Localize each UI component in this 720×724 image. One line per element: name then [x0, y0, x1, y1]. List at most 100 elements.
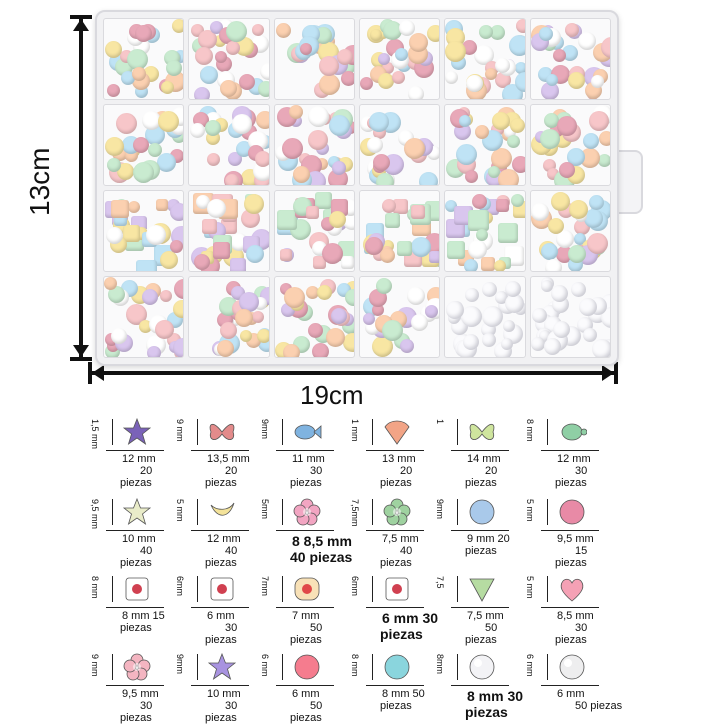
- bead-compartment: [529, 18, 611, 100]
- width-arrow: [191, 685, 249, 686]
- letter-disc-bead-icon: [294, 577, 320, 601]
- ball-pattern-bead-icon: [559, 499, 585, 525]
- cube-bead-icon: [210, 577, 234, 601]
- bead-unit-label: piezas: [555, 634, 587, 646]
- bead-compartment: [444, 18, 526, 100]
- bead-compartment: [273, 190, 355, 272]
- compartment-grid: [103, 18, 611, 358]
- height-arrow: [372, 654, 373, 680]
- bead-unit-label: piezas: [465, 477, 497, 489]
- bead-legend-item: 6 mm 6 mm 50 piezas: [525, 648, 645, 723]
- bead-unit-label: piezas: [465, 545, 497, 557]
- width-dimension-line: [88, 362, 618, 384]
- width-arrow: [451, 607, 509, 608]
- bead-quantity-label: 30: [140, 700, 153, 712]
- bead-compartment: [529, 276, 611, 358]
- bead-compartment: [529, 190, 611, 272]
- bead-quantity-label: 40: [225, 545, 238, 557]
- width-arrow: [191, 450, 249, 451]
- width-arrow: [106, 607, 164, 608]
- bead-quantity-label: 15: [575, 545, 588, 557]
- width-arrow: [276, 450, 334, 451]
- bead-quantity-label: 50 piezas: [575, 700, 623, 712]
- bead-unit-label: piezas: [205, 557, 237, 569]
- bead-size-label: 8 mm 15: [122, 610, 165, 622]
- width-arrow: [276, 607, 334, 608]
- bead-unit-label: piezas: [465, 634, 497, 646]
- bead-unit-label: piezas: [205, 712, 237, 724]
- bead-quantity-label: 20: [225, 465, 238, 477]
- width-arrow: [106, 685, 164, 686]
- bead-size-label: 11 mm: [292, 453, 325, 465]
- bead-unit-label: piezas: [120, 477, 152, 489]
- bead-size-label: 6 mm: [292, 688, 320, 700]
- turtle-bead-icon: [561, 423, 587, 441]
- bead-height-label: 9 mm: [175, 419, 185, 442]
- width-arrow: [541, 450, 599, 451]
- bead-legend-item: 8 mm 12 mm 30 piezas: [525, 413, 645, 489]
- starfish-bead-icon: [122, 497, 152, 525]
- bead-quantity-label: 30: [575, 622, 588, 634]
- bead-compartment: [444, 276, 526, 358]
- shell-bead-icon: [384, 420, 410, 445]
- bead-quantity-label: 20: [140, 465, 153, 477]
- bead-compartment: [188, 18, 270, 100]
- bead-height-label: 9 mm: [90, 654, 100, 677]
- bead-size-label: 12 mm: [557, 453, 591, 465]
- bead-unit-label: piezas: [120, 557, 152, 569]
- bead-quantity-label: 20: [400, 465, 413, 477]
- bead-size-label: 8,5 mm: [557, 610, 594, 622]
- bead-legend-item: 9,5 mm 10 mm 40 piezas: [90, 493, 210, 569]
- width-arrow: [366, 450, 424, 451]
- bead-height-label: 1 mm: [350, 419, 360, 442]
- flower5-bead-icon: [123, 653, 151, 681]
- bead-legend-item: 8mm 8 mm 30 piezas: [435, 648, 555, 723]
- bead-legend-item: 9 mm 13,5 mm 20 piezas: [175, 413, 295, 489]
- pearl-bead-icon: [469, 654, 495, 680]
- bead-compartment: [188, 104, 270, 186]
- bead-quantity-label: 30: [310, 465, 323, 477]
- heart-cube-bead-icon: [385, 577, 409, 601]
- height-arrow: [547, 499, 548, 525]
- bead-size-label: 12 mm: [122, 453, 156, 465]
- bead-quantity-label: 40: [400, 545, 413, 557]
- height-arrow: [197, 576, 198, 602]
- bead-quantity-label: 50: [310, 622, 323, 634]
- bead-unit-label: piezas: [555, 477, 587, 489]
- bead-compartment: [103, 18, 185, 100]
- star5-bead-icon: [207, 652, 237, 680]
- bead-legend-item: 8 mm 8 mm 50 piezas: [350, 648, 470, 723]
- width-arrow: [541, 530, 599, 531]
- cube-bead-icon: [125, 577, 149, 601]
- height-arrow: [112, 576, 113, 602]
- height-arrow: [547, 576, 548, 602]
- bead-quantity-label: 30: [225, 622, 238, 634]
- height-arrow: [457, 576, 458, 602]
- width-arrow: [191, 607, 249, 608]
- bead-quantity-label: 40 piezas: [290, 549, 353, 565]
- bead-legend-item: 9mm 11 mm 30 piezas: [260, 413, 380, 489]
- pearl-small-bead-icon: [559, 654, 585, 680]
- width-arrow: [366, 530, 424, 531]
- height-arrow: [372, 419, 373, 445]
- rose-bead-icon: [383, 498, 411, 526]
- bead-size-label: 6 mm 30: [382, 610, 439, 626]
- width-arrow: [106, 450, 164, 451]
- bead-quantity-label: 50: [310, 700, 323, 712]
- bead-compartment: [103, 104, 185, 186]
- bead-height-label: 7,5mm: [350, 499, 360, 527]
- height-arrow: [547, 654, 548, 680]
- bead-size-label: 9 mm 20: [467, 533, 510, 545]
- height-arrow: [457, 419, 458, 445]
- bead-height-label: 9,5 mm: [90, 499, 100, 530]
- bead-height-label: 9mm: [175, 654, 185, 674]
- width-arrow: [366, 685, 424, 686]
- height-arrow: [282, 499, 283, 525]
- bead-compartment: [359, 190, 441, 272]
- bead-size-label: 7 mm: [292, 610, 320, 622]
- bead-quantity-label: 50: [485, 622, 498, 634]
- bead-height-label: 8mm: [435, 654, 445, 674]
- bead-height-label: 8 mm: [525, 419, 535, 442]
- bead-unit-label: piezas: [205, 634, 237, 646]
- height-arrow: [282, 419, 283, 445]
